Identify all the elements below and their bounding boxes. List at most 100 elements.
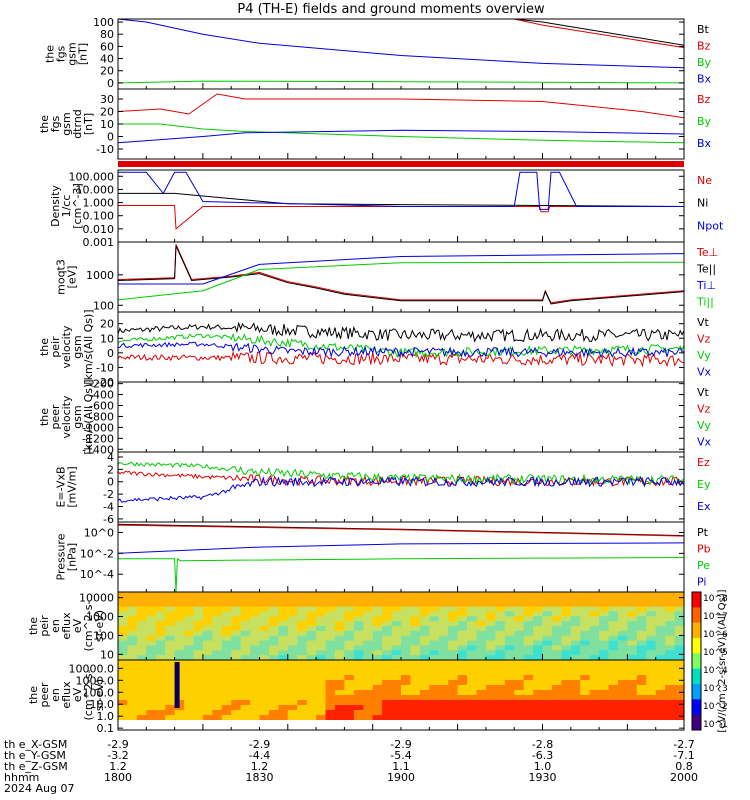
heatmap-cell — [118, 665, 129, 671]
heatmap-cell — [353, 685, 364, 691]
legend-Vy: Vy — [697, 419, 711, 432]
heatmap-cell — [297, 601, 308, 608]
heatmap-cell — [636, 621, 647, 627]
heatmap-cell — [655, 645, 666, 651]
heatmap-cell — [533, 670, 544, 676]
heatmap-cell — [174, 635, 185, 642]
colorbar-tick-label: 10^5 — [703, 648, 728, 658]
heatmap-cell — [372, 626, 383, 632]
heatmap-cell — [514, 645, 525, 651]
heatmap-cell — [353, 720, 364, 726]
heatmap-cell — [533, 596, 544, 603]
heatmap-cell — [391, 705, 402, 711]
heatmap-cell — [250, 670, 261, 676]
heatmap-cell — [674, 655, 685, 661]
heatmap-cell — [193, 670, 204, 676]
heatmap-cell — [617, 715, 628, 721]
heatmap-cell — [259, 685, 270, 691]
heatmap-cell — [429, 695, 440, 701]
heatmap-cell — [363, 630, 374, 637]
heatmap-cell — [476, 635, 487, 642]
heatmap-cell — [438, 596, 449, 603]
heatmap-cell — [372, 611, 383, 617]
heatmap-cell — [457, 715, 468, 721]
heatmap-cell — [240, 640, 251, 647]
heatmap-cell — [250, 606, 261, 613]
heatmap-cell — [363, 621, 374, 627]
heatmap-cell — [485, 606, 496, 613]
heatmap-cell — [287, 710, 298, 716]
heatmap-cell — [344, 635, 355, 642]
heatmap-cell — [240, 660, 251, 666]
heatmap-cell — [316, 626, 327, 632]
heatmap-cell — [599, 695, 610, 701]
heatmap-cell — [476, 720, 487, 726]
heatmap-cell — [325, 725, 336, 731]
heatmap-cell — [259, 705, 270, 711]
y-tick-label: 0 — [107, 131, 114, 144]
heatmap-cell — [438, 626, 449, 632]
y-tick-label: 10 — [100, 648, 114, 661]
heatmap-cell — [476, 592, 487, 598]
heatmap-cell — [127, 630, 138, 637]
heatmap-cell — [297, 720, 308, 726]
heatmap-cell — [391, 635, 402, 642]
heatmap-cell — [268, 621, 279, 627]
heatmap-cell — [363, 710, 374, 716]
heatmap-cell — [165, 665, 176, 671]
heatmap-cell — [391, 621, 402, 627]
heatmap-cell — [184, 611, 195, 617]
heatmap-cell — [646, 592, 657, 598]
heatmap-cell — [448, 695, 459, 701]
heatmap-cell — [627, 640, 638, 647]
y-tick-label: 60 — [100, 40, 114, 53]
heatmap-cell — [297, 655, 308, 661]
x-row-value: -2.9 — [107, 738, 128, 751]
y-axis-label: eflux — [60, 612, 73, 640]
heatmap-cell — [334, 695, 345, 701]
heatmap-cell — [259, 700, 270, 706]
heatmap-cell — [250, 705, 261, 711]
heatmap-cell — [146, 606, 157, 613]
heatmap-cell — [617, 690, 628, 696]
heatmap-cell — [278, 635, 289, 642]
heatmap-cell — [514, 606, 525, 613]
heatmap-cell — [448, 596, 459, 603]
heatmap-cell — [353, 645, 364, 651]
heatmap-cell — [382, 635, 393, 642]
heatmap-cell — [212, 630, 223, 637]
heatmap-cell — [419, 725, 430, 731]
heatmap-cell — [504, 626, 515, 632]
y-tick-label: 0.1 — [97, 722, 115, 735]
heatmap-cell — [382, 645, 393, 651]
heatmap-cell — [646, 690, 657, 696]
heatmap-cell — [655, 700, 666, 706]
heatmap-cell — [674, 705, 685, 711]
heatmap-cell — [118, 725, 129, 731]
heatmap-cell — [193, 640, 204, 647]
heatmap-cell — [353, 592, 364, 598]
heatmap-cell — [268, 680, 279, 686]
heatmap-cell — [617, 655, 628, 661]
heatmap-cell — [353, 616, 364, 622]
heatmap-cell — [268, 635, 279, 642]
series-Ey — [118, 461, 684, 486]
heatmap-cell — [118, 645, 129, 651]
heatmap-cell — [231, 601, 242, 608]
heatmap-cell — [485, 715, 496, 721]
heatmap-cell — [184, 645, 195, 651]
heatmap-cell — [599, 626, 610, 632]
heatmap-cell — [401, 611, 412, 617]
heatmap-cell — [136, 725, 147, 731]
heatmap-cell — [372, 705, 383, 711]
heatmap-cell — [259, 660, 270, 666]
heatmap-cell — [599, 660, 610, 666]
heatmap-cell — [372, 690, 383, 696]
heatmap-cell — [429, 665, 440, 671]
heatmap-cell — [127, 685, 138, 691]
heatmap-cell — [429, 640, 440, 647]
heatmap-cell — [325, 626, 336, 632]
heatmap-cell — [268, 720, 279, 726]
heatmap-cell — [325, 655, 336, 661]
y-axis-label: 1/cc — [60, 195, 73, 218]
